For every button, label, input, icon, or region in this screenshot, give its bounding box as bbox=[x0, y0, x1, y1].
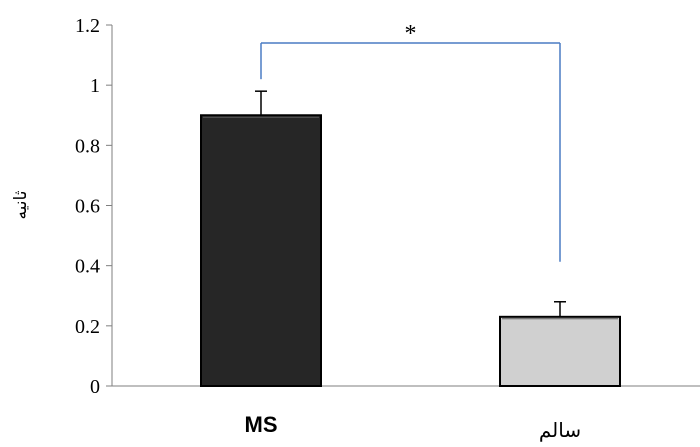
y-tick-label: 1 bbox=[90, 75, 100, 97]
y-tick-label: 1.2 bbox=[75, 15, 100, 37]
y-tick-label: 0.6 bbox=[75, 196, 100, 218]
bars-layer bbox=[200, 114, 621, 387]
y-tick-label: 0.4 bbox=[75, 256, 100, 278]
significance-layer: * bbox=[260, 21, 561, 262]
x-category-label: MS bbox=[245, 412, 278, 437]
y-tick-label: 0.8 bbox=[75, 135, 100, 157]
y-axis-title: ثانیه bbox=[11, 190, 31, 219]
significance-marker: * bbox=[405, 21, 417, 47]
bar bbox=[499, 315, 621, 387]
labels-layer: 0 0.2 0.4 0.6 0.8 1 1.2 ثانیه MS سالم bbox=[11, 15, 581, 442]
x-category-label: سالم bbox=[539, 418, 581, 442]
error-bars-layer bbox=[255, 90, 566, 317]
y-tick-label: 0 bbox=[90, 376, 100, 398]
bar bbox=[200, 114, 322, 387]
y-tick-label: 0.2 bbox=[75, 316, 100, 338]
